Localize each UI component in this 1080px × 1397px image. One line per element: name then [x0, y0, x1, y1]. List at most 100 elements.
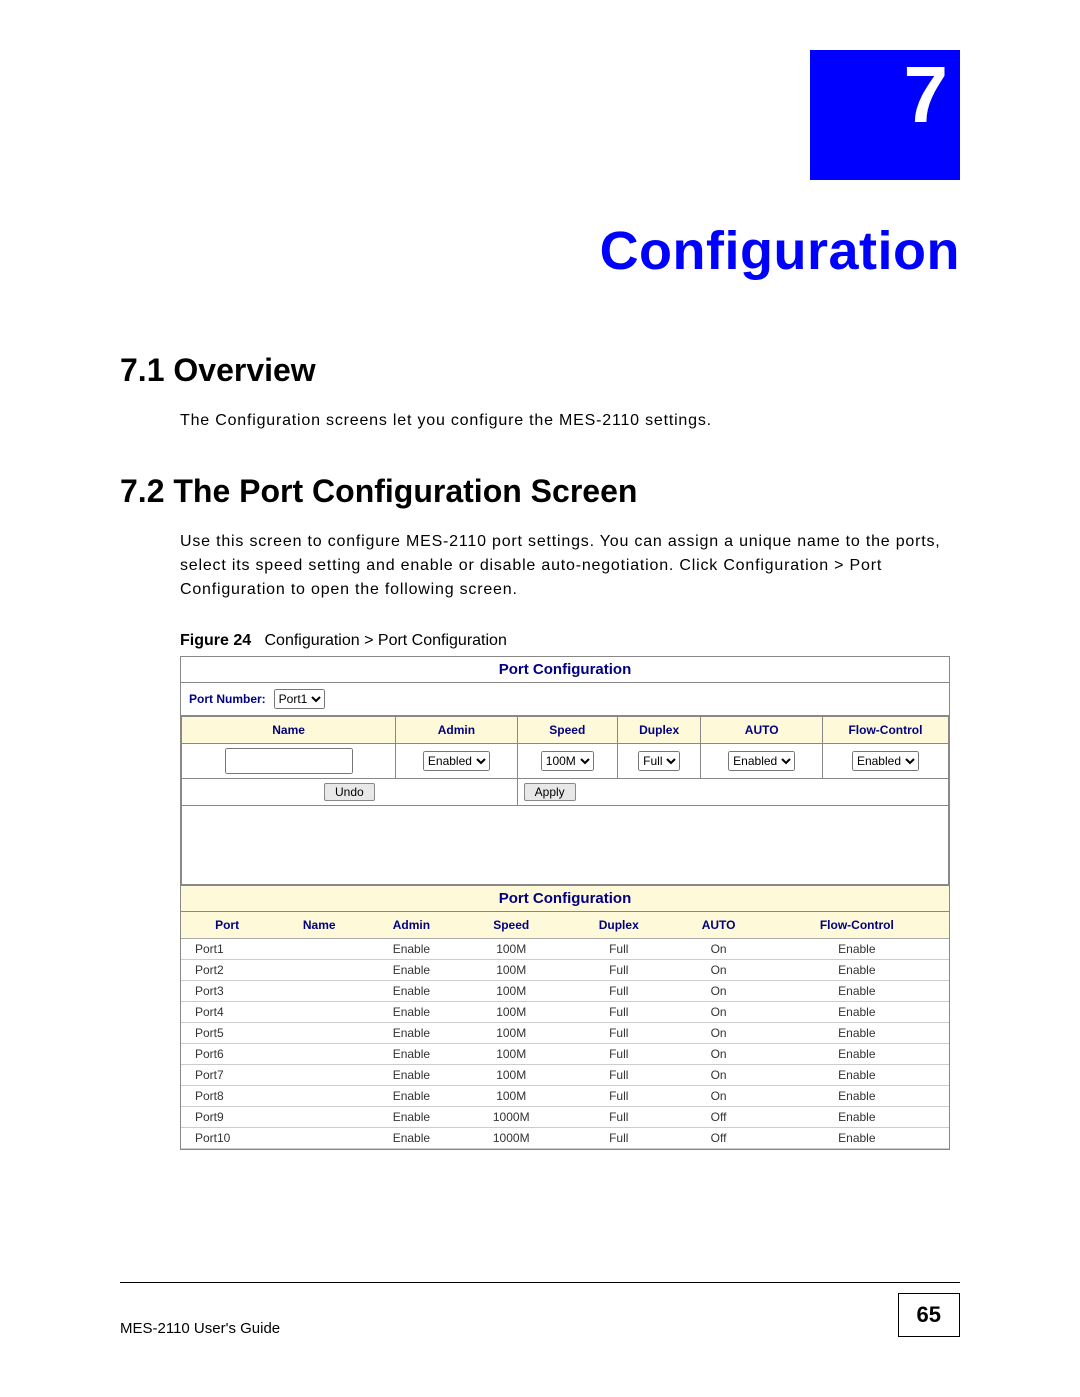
status-table: Port Name Admin Speed Duplex AUTO Flow-C…: [181, 912, 949, 1149]
screenshot-title-2: Port Configuration: [181, 885, 949, 912]
cell-flow: Enable: [765, 1044, 949, 1065]
auto-select[interactable]: Enabled: [728, 751, 795, 771]
cell-flow: Enable: [765, 939, 949, 960]
cell-auto: On: [673, 1086, 765, 1107]
cell-admin: Enable: [365, 939, 457, 960]
cell-name: [273, 1107, 365, 1128]
status-row: Port8Enable100MFullOnEnable: [181, 1086, 949, 1107]
cell-duplex: Full: [565, 1023, 673, 1044]
status-row: Port4Enable100MFullOnEnable: [181, 1002, 949, 1023]
status-row: Port1Enable100MFullOnEnable: [181, 939, 949, 960]
scol-duplex: Duplex: [565, 912, 673, 939]
section-heading-2: 7.2 The Port Configuration Screen: [120, 473, 960, 510]
status-row: Port6Enable100MFullOnEnable: [181, 1044, 949, 1065]
cell-speed: 100M: [457, 981, 565, 1002]
cell-auto: On: [673, 939, 765, 960]
scol-port: Port: [181, 912, 273, 939]
cell-duplex: Full: [565, 1002, 673, 1023]
cell-name: [273, 1002, 365, 1023]
cell-admin: Enable: [365, 981, 457, 1002]
col-flow: Flow-Control: [822, 717, 948, 744]
undo-button[interactable]: Undo: [324, 783, 375, 801]
cell-port: Port7: [181, 1065, 273, 1086]
cell-port: Port6: [181, 1044, 273, 1065]
admin-select[interactable]: Enabled: [423, 751, 490, 771]
cell-speed: 100M: [457, 1065, 565, 1086]
cell-auto: Off: [673, 1107, 765, 1128]
cell-name: [273, 939, 365, 960]
figure-caption: Figure 24 Configuration > Port Configura…: [180, 632, 960, 650]
status-row: Port2Enable100MFullOnEnable: [181, 960, 949, 981]
status-row: Port7Enable100MFullOnEnable: [181, 1065, 949, 1086]
cell-flow: Enable: [765, 1128, 949, 1149]
status-row: Port5Enable100MFullOnEnable: [181, 1023, 949, 1044]
chapter-title: Configuration: [120, 220, 960, 282]
cell-port: Port2: [181, 960, 273, 981]
page-number: 65: [898, 1293, 960, 1337]
cell-auto: On: [673, 981, 765, 1002]
cell-auto: On: [673, 1065, 765, 1086]
scol-flow: Flow-Control: [765, 912, 949, 939]
cell-speed: 1000M: [457, 1128, 565, 1149]
cell-admin: Enable: [365, 1086, 457, 1107]
section-2-paragraph: Use this screen to configure MES-2110 po…: [180, 530, 960, 602]
section-heading-1: 7.1 Overview: [120, 352, 960, 389]
flow-select[interactable]: Enabled: [852, 751, 919, 771]
cell-name: [273, 1065, 365, 1086]
speed-select[interactable]: 100M: [541, 751, 594, 771]
config-input-row: Enabled 100M Full Enabled Enabled: [182, 744, 949, 779]
col-speed: Speed: [517, 717, 617, 744]
scol-speed: Speed: [457, 912, 565, 939]
cell-duplex: Full: [565, 1107, 673, 1128]
cell-port: Port8: [181, 1086, 273, 1107]
cell-port: Port5: [181, 1023, 273, 1044]
cell-auto: On: [673, 1023, 765, 1044]
cell-name: [273, 1086, 365, 1107]
port-number-label: Port Number:: [189, 692, 266, 706]
button-row: Undo Apply: [182, 779, 949, 806]
cell-port: Port3: [181, 981, 273, 1002]
cell-flow: Enable: [765, 960, 949, 981]
col-admin: Admin: [396, 717, 518, 744]
cell-name: [273, 960, 365, 981]
cell-auto: On: [673, 1002, 765, 1023]
cell-speed: 100M: [457, 1023, 565, 1044]
apply-button[interactable]: Apply: [524, 783, 576, 801]
cell-flow: Enable: [765, 1023, 949, 1044]
cell-flow: Enable: [765, 1065, 949, 1086]
cell-port: Port10: [181, 1128, 273, 1149]
scol-name: Name: [273, 912, 365, 939]
cell-name: [273, 1044, 365, 1065]
cell-flow: Enable: [765, 981, 949, 1002]
duplex-select[interactable]: Full: [638, 751, 680, 771]
cell-speed: 100M: [457, 939, 565, 960]
scol-auto: AUTO: [673, 912, 765, 939]
cell-speed: 100M: [457, 960, 565, 981]
cell-duplex: Full: [565, 1086, 673, 1107]
cell-port: Port9: [181, 1107, 273, 1128]
cell-name: [273, 1128, 365, 1149]
screenshot: Port Configuration Port Number: Port1 Na…: [180, 656, 950, 1150]
name-input[interactable]: [225, 748, 353, 774]
cell-duplex: Full: [565, 981, 673, 1002]
cell-admin: Enable: [365, 1128, 457, 1149]
cell-admin: Enable: [365, 1002, 457, 1023]
cell-duplex: Full: [565, 1065, 673, 1086]
port-number-select[interactable]: Port1: [274, 689, 325, 709]
status-row: Port9Enable1000MFullOffEnable: [181, 1107, 949, 1128]
cell-name: [273, 981, 365, 1002]
cell-admin: Enable: [365, 1023, 457, 1044]
col-duplex: Duplex: [617, 717, 701, 744]
cell-auto: On: [673, 1044, 765, 1065]
status-row: Port10Enable1000MFullOffEnable: [181, 1128, 949, 1149]
scol-admin: Admin: [365, 912, 457, 939]
cell-speed: 100M: [457, 1086, 565, 1107]
cell-admin: Enable: [365, 1107, 457, 1128]
page: 7 Configuration 7.1 Overview The Configu…: [0, 0, 1080, 1397]
col-auto: AUTO: [701, 717, 823, 744]
port-number-row: Port Number: Port1: [181, 683, 949, 716]
status-row: Port3Enable100MFullOnEnable: [181, 981, 949, 1002]
cell-duplex: Full: [565, 1044, 673, 1065]
cell-speed: 100M: [457, 1044, 565, 1065]
cell-name: [273, 1023, 365, 1044]
